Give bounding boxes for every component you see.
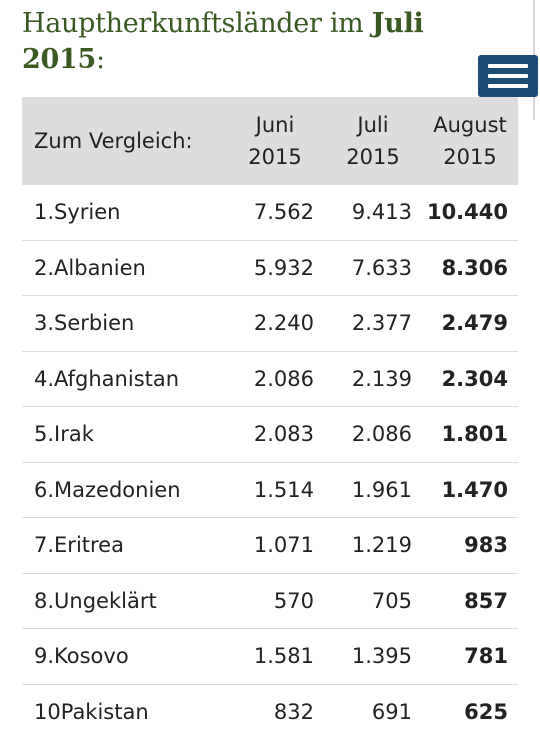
header-june-month: Juni	[226, 109, 324, 141]
title-prefix: Hauptherkunftsländer im	[22, 8, 372, 39]
july-value: 7.633	[324, 256, 422, 280]
page-title: Hauptherkunftsländer im Juli 2015:	[22, 6, 492, 78]
title-month: Juli	[372, 8, 424, 39]
august-value: 8.306	[422, 256, 518, 280]
july-value: 1.395	[324, 644, 422, 668]
august-value: 10.440	[422, 200, 518, 224]
august-value: 1.801	[422, 422, 518, 446]
country-name: 9.Kosovo	[22, 644, 226, 668]
comparison-table: Zum Vergleich: Juni 2015 Juli 2015 Augus…	[22, 97, 518, 740]
header-august: August 2015	[422, 109, 518, 173]
country-name: 10Pakistan	[22, 700, 226, 724]
country-name: 4.Afghanistan	[22, 367, 226, 391]
july-value: 2.377	[324, 311, 422, 335]
august-value: 781	[422, 644, 518, 668]
table-header: Zum Vergleich: Juni 2015 Juli 2015 Augus…	[22, 97, 518, 185]
header-august-month: August	[422, 109, 518, 141]
country-name: 8.Ungeklärt	[22, 589, 226, 613]
menu-bar	[488, 74, 528, 78]
hamburger-menu-icon[interactable]	[478, 55, 538, 97]
august-value: 857	[422, 589, 518, 613]
header-july-month: Juli	[324, 109, 422, 141]
july-value: 1.961	[324, 478, 422, 502]
country-name: 5.Irak	[22, 422, 226, 446]
june-value: 1.581	[226, 644, 324, 668]
june-value: 5.932	[226, 256, 324, 280]
july-value: 1.219	[324, 533, 422, 557]
menu-bar	[488, 84, 528, 88]
july-value: 9.413	[324, 200, 422, 224]
title-suffix: :	[96, 44, 105, 75]
june-value: 2.240	[226, 311, 324, 335]
july-value: 2.139	[324, 367, 422, 391]
july-value: 691	[324, 700, 422, 724]
header-label: Zum Vergleich:	[22, 129, 226, 153]
header-june: Juni 2015	[226, 109, 324, 173]
august-value: 2.479	[422, 311, 518, 335]
june-value: 1.514	[226, 478, 324, 502]
july-value: 705	[324, 589, 422, 613]
june-value: 832	[226, 700, 324, 724]
header-july-year: 2015	[324, 141, 422, 173]
june-value: 2.083	[226, 422, 324, 446]
country-name: 1.Syrien	[22, 200, 226, 224]
june-value: 1.071	[226, 533, 324, 557]
country-name: 2.Albanien	[22, 256, 226, 280]
country-name: 3.Serbien	[22, 311, 226, 335]
header-june-year: 2015	[226, 141, 324, 173]
august-value: 625	[422, 700, 518, 724]
june-value: 2.086	[226, 367, 324, 391]
header-july: Juli 2015	[324, 109, 422, 173]
menu-bar	[488, 64, 528, 68]
august-value: 2.304	[422, 367, 518, 391]
country-name: 6.Mazedonien	[22, 478, 226, 502]
country-name: 7.Eritrea	[22, 533, 226, 557]
july-value: 2.086	[324, 422, 422, 446]
header-august-year: 2015	[422, 141, 518, 173]
title-year: 2015	[22, 44, 96, 75]
june-value: 7.562	[226, 200, 324, 224]
june-value: 570	[226, 589, 324, 613]
august-value: 1.470	[422, 478, 518, 502]
august-value: 983	[422, 533, 518, 557]
